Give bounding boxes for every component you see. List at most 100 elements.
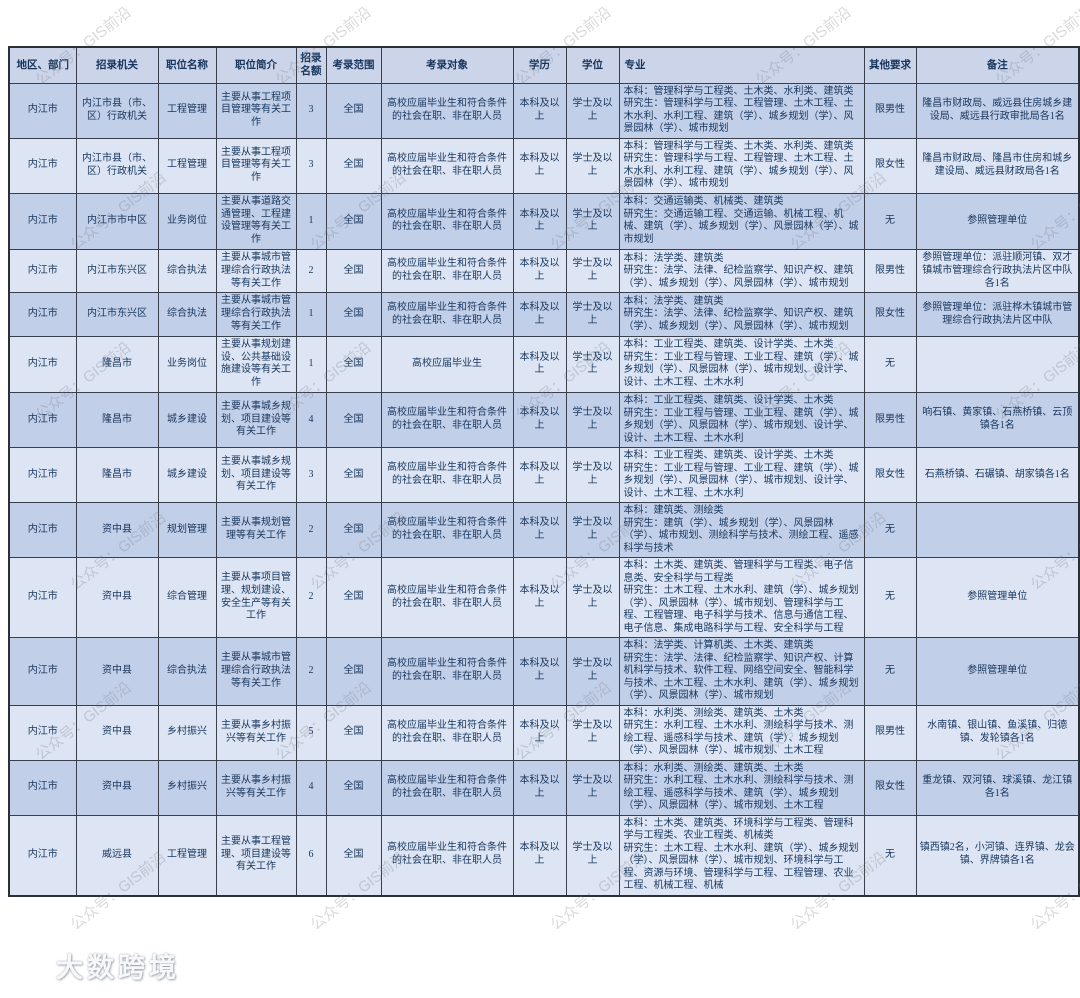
cell-note: 参照管理单位：派驻顺河镇、双才镇城市管理综合行政执法片区中队各1名 [915, 249, 1080, 294]
table-row: 内江市 资中县 乡村振兴 主要从事乡村振兴等有关工作 4 全国 高校应届毕业生和… [8, 759, 1080, 816]
recruitment-table: 地区、部门 招录机关 职位名称 职位简介 招录名额 考录范围 考录对象 学历 学位 专业 其他要求备… [8, 46, 1080, 897]
cell-education: 本科及以上 [512, 192, 567, 251]
cell-quota: 3 [295, 137, 327, 194]
cell-target: 高校应届毕业生和符合条件的社会在职、非在职人员 [380, 292, 514, 337]
column-header-4: 招录名额 [295, 46, 327, 84]
cell-note: 重龙镇、双河镇、球溪镇、龙江镇各1名 [915, 759, 1080, 816]
cell-major: 本科：工业工程类、建筑类、设计学类、土木类 研究生：工业工程与管理、工业工程、建… [618, 392, 865, 449]
cell-degree: 学士及以上 [565, 137, 620, 194]
cell-other-requirement: 无 [863, 814, 917, 897]
cell-education: 本科及以上 [512, 447, 567, 504]
cell-quota: 3 [295, 447, 327, 504]
cell-agency: 隆昌市 [75, 392, 159, 449]
cell-other-requirement: 限女性 [863, 137, 917, 194]
cell-major: 本科：法学类、计算机类、土木类、建筑类 研究生：法学、法律、纪检监察学、知识产权… [618, 637, 865, 706]
cell-region: 内江市 [8, 82, 77, 139]
cell-note: 参照管理单位 [915, 192, 1080, 251]
cell-other-requirement: 无 [863, 637, 917, 706]
cell-scope: 全国 [325, 557, 382, 639]
cell-major: 本科：水利类、测绘类、建筑类、土木类 研究生：水利工程、土木水利、测绘科学与技术… [618, 759, 865, 816]
cell-position: 城乡建设 [157, 392, 217, 449]
cell-degree: 学士及以上 [565, 502, 620, 559]
cell-agency: 内江市县（市、区）行政机关 [75, 137, 159, 194]
cell-note: 隆昌市财政局、隆昌市住房和城乡建设局、威远县财政局各1名 [915, 137, 1080, 194]
table-row: 内江市 资中县 乡村振兴 主要从事乡村振兴等有关工作 5 全国 高校应届毕业生和… [8, 704, 1080, 761]
cell-position: 综合执法 [157, 249, 217, 294]
cell-target: 高校应届毕业生和符合条件的社会在职、非在职人员 [380, 704, 514, 761]
cell-major: 本科：土木类、建筑类、管理科学与工程类、电子信息类、安全科学与工程类 研究生：土… [618, 557, 865, 639]
cell-scope: 全国 [325, 335, 382, 394]
cell-quota: 4 [295, 759, 327, 816]
cell-other-requirement: 限男性 [863, 82, 917, 139]
cell-major: 本科：土木类、建筑类、环境科学与工程类、管理科学与工程类、农业工程类、机械类 研… [618, 814, 865, 897]
cell-scope: 全国 [325, 192, 382, 251]
cell-other-requirement: 限女性 [863, 759, 917, 816]
cell-target: 高校应届毕业生和符合条件的社会在职、非在职人员 [380, 814, 514, 897]
cell-note: 镇西镇2名，小河镇、连界镇、龙会镇、界牌镇各1名 [915, 814, 1080, 897]
cell-position: 业务岗位 [157, 192, 217, 251]
cell-note: 水南镇、银山镇、鱼溪镇、归德镇、发轮镇各1名 [915, 704, 1080, 761]
cell-region: 内江市 [8, 249, 77, 294]
cell-education: 本科及以上 [512, 502, 567, 559]
cell-degree: 学士及以上 [565, 249, 620, 294]
cell-education: 本科及以上 [512, 637, 567, 706]
cell-agency: 隆昌市 [75, 447, 159, 504]
cell-other-requirement: 无 [863, 192, 917, 251]
cell-agency: 资中县 [75, 557, 159, 639]
column-header-5: 考录范围 [325, 46, 382, 84]
table-row: 内江市 资中县 规划管理 主要从事规划管理等有关工作 2 全国 高校应届毕业生和… [8, 502, 1080, 559]
cell-summary: 主要从事规划管理等有关工作 [215, 502, 297, 559]
cell-major: 本科：建筑类、测绘类 研究生：建筑（学）、城乡规划（学）、风景园林（学）、城市规… [618, 502, 865, 559]
cell-other-requirement: 无 [863, 502, 917, 559]
cell-major: 本科：水利类、测绘类、建筑类、土木类 研究生：水利工程、土木水利、测绘科学与技术… [618, 704, 865, 761]
cell-other-requirement: 限女性 [863, 447, 917, 504]
cell-agency: 威远县 [75, 814, 159, 897]
cell-region: 内江市 [8, 759, 77, 816]
cell-target: 高校应届毕业生和符合条件的社会在职、非在职人员 [380, 137, 514, 194]
cell-scope: 全国 [325, 447, 382, 504]
header-row: 地区、部门 招录机关 职位名称 职位简介 招录名额 考录范围 考录对象 学历 学位 专业 其他要求备… [8, 46, 1080, 84]
cell-major: 本科：管理科学与工程类、土木类、水利类、建筑类 研究生：管理科学与工程、工程管理… [618, 137, 865, 194]
table-row: 内江市 威远县 工程管理 主要从事工程管理、项目建设等有关工作 6 全国 高校应… [8, 814, 1080, 897]
cell-note: 参照管理单位：派驻桦木镇城市管理综合行政执法片区中队 [915, 292, 1080, 337]
cell-education: 本科及以上 [512, 82, 567, 139]
logo-100-icon [6, 950, 50, 982]
cell-major: 本科：工业工程类、建筑类、设计学类、土木类 研究生：工业工程与管理、工业工程、建… [618, 447, 865, 504]
table-row: 内江市 隆昌市 业务岗位 主要从事规划建设、公共基础设施建设等有关工作 1 全国… [8, 335, 1080, 394]
cell-education: 本科及以上 [512, 292, 567, 337]
cell-summary: 主要从事城乡规划、项目建设等有关工作 [215, 392, 297, 449]
cell-position: 综合执法 [157, 637, 217, 706]
column-header-3: 职位简介 [215, 46, 297, 84]
cell-region: 内江市 [8, 292, 77, 337]
cell-degree: 学士及以上 [565, 335, 620, 394]
cell-position: 综合执法 [157, 292, 217, 337]
cell-quota: 4 [295, 392, 327, 449]
cell-region: 内江市 [8, 637, 77, 706]
cell-position: 工程管理 [157, 137, 217, 194]
cell-target: 高校应届毕业生和符合条件的社会在职、非在职人员 [380, 502, 514, 559]
cell-education: 本科及以上 [512, 704, 567, 761]
cell-education: 本科及以上 [512, 814, 567, 897]
cell-quota: 2 [295, 502, 327, 559]
cell-summary: 主要从事城市管理综合行政执法等有关工作 [215, 292, 297, 337]
cell-note [915, 335, 1080, 394]
cell-scope: 全国 [325, 814, 382, 897]
cell-region: 内江市 [8, 814, 77, 897]
table-row: 内江市 内江市东兴区 综合执法 主要从事城市管理综合行政执法等有关工作 2 全国… [8, 249, 1080, 294]
cell-quota: 1 [295, 192, 327, 251]
cell-scope: 全国 [325, 502, 382, 559]
cell-quota: 6 [295, 814, 327, 897]
cell-position: 乡村振兴 [157, 704, 217, 761]
table-row: 内江市 隆昌市 城乡建设 主要从事城乡规划、项目建设等有关工作 3 全国 高校应… [8, 447, 1080, 504]
cell-major: 本科：管理科学与工程类、土木类、水利类、建筑类 研究生：管理科学与工程、工程管理… [618, 82, 865, 139]
cell-position: 综合管理 [157, 557, 217, 639]
table-body: 内江市 内江市县（市、区）行政机关 工程管理 主要从事工程项目管理等有关工作 3… [8, 82, 1080, 897]
cell-target: 高校应届毕业生和符合条件的社会在职、非在职人员 [380, 447, 514, 504]
cell-quota: 3 [295, 82, 327, 139]
cell-quota: 2 [295, 249, 327, 294]
cell-scope: 全国 [325, 82, 382, 139]
cell-agency: 资中县 [75, 502, 159, 559]
cell-agency: 内江市东兴区 [75, 249, 159, 294]
cell-education: 本科及以上 [512, 137, 567, 194]
